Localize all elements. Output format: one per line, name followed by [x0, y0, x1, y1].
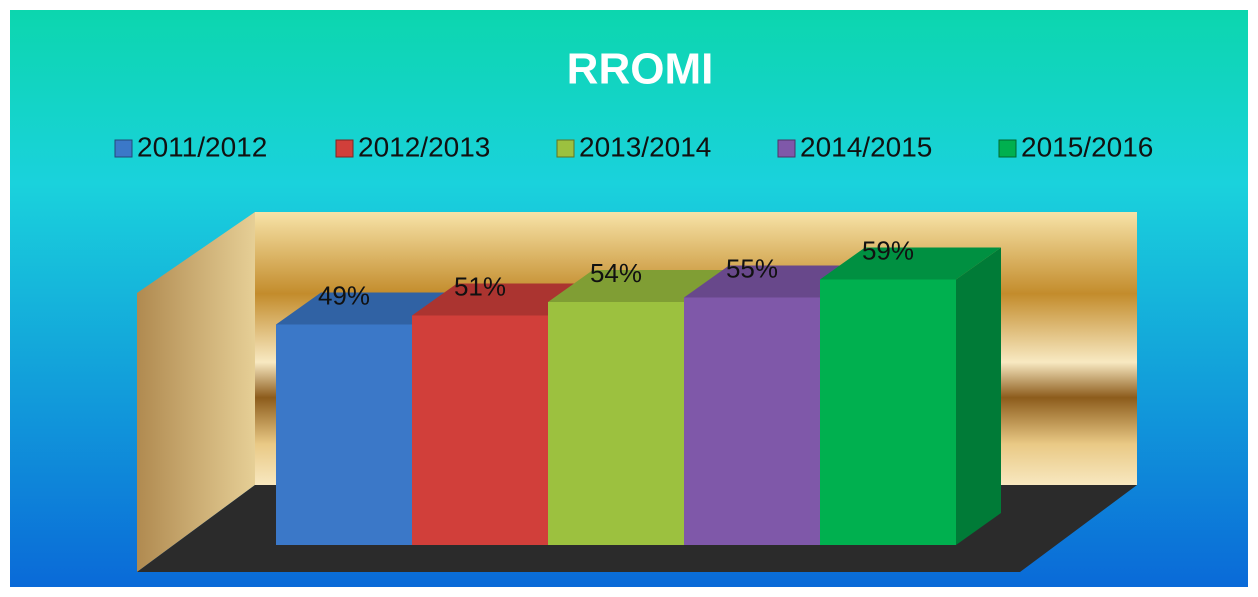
bar: [820, 247, 1001, 545]
legend: 2011/2012 2012/2013 2013/2014 2014/2015 2015…: [114, 131, 1153, 162]
side-wall: [137, 212, 255, 572]
legend-label: 2013/2014: [579, 131, 711, 162]
bar-top: [684, 265, 865, 298]
bar-front: [684, 297, 820, 545]
bar-top: [548, 270, 729, 302]
bar-top: [412, 283, 593, 316]
bars: 49% 51% 54% 55% 59%: [276, 235, 1001, 545]
legend-swatch: [556, 139, 575, 158]
bar-top: [276, 292, 457, 325]
bar-front: [412, 315, 548, 545]
legend-label: 2014/2015: [800, 131, 932, 162]
chart-title: RROMI: [567, 45, 714, 94]
legend-label: 2012/2013: [358, 131, 490, 162]
legend-swatch: [335, 139, 354, 158]
data-label: 55%: [726, 253, 778, 283]
bar-front: [820, 279, 956, 545]
bar-side: [956, 247, 1001, 545]
bar-front: [276, 324, 412, 545]
data-label: 59%: [862, 235, 914, 265]
legend-swatch: [998, 139, 1017, 158]
legend-swatch: [114, 139, 133, 158]
bar-top: [820, 247, 1001, 280]
data-label: 49%: [318, 280, 370, 310]
legend-swatch: [777, 139, 796, 158]
legend-label: 2011/2012: [137, 131, 267, 162]
data-label: 51%: [454, 271, 506, 301]
legend-label: 2015/2016: [1021, 131, 1153, 162]
data-label: 54%: [590, 258, 642, 288]
bar-front: [548, 302, 684, 545]
